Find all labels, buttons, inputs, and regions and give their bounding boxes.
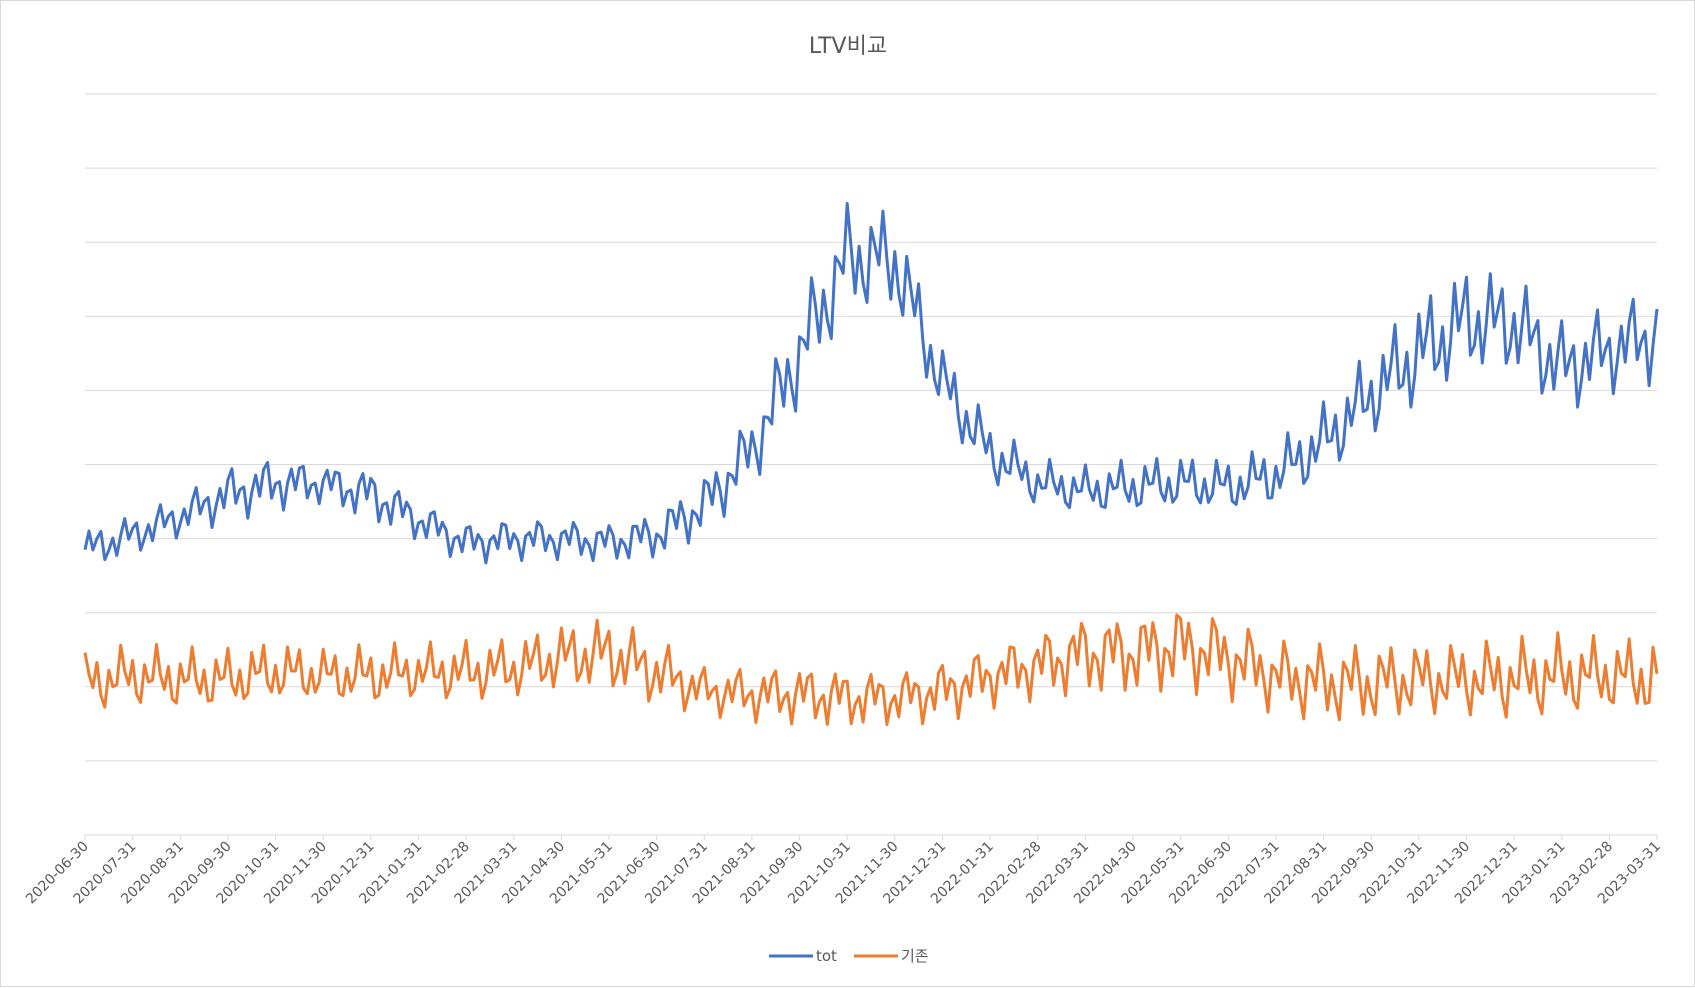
gridlines bbox=[85, 93, 1657, 836]
legend-label-existing: 기존 bbox=[901, 947, 929, 965]
series-lines bbox=[83, 202, 1659, 726]
legend: tot 기존 bbox=[769, 947, 929, 965]
series-line-tot bbox=[83, 202, 1659, 565]
chart-title: LTV비교 bbox=[809, 34, 887, 59]
series-line-existing bbox=[83, 613, 1659, 726]
x-axis: 2020-06-302020-07-312020-08-312020-09-30… bbox=[23, 834, 1664, 907]
legend-label-tot: tot bbox=[816, 947, 837, 965]
